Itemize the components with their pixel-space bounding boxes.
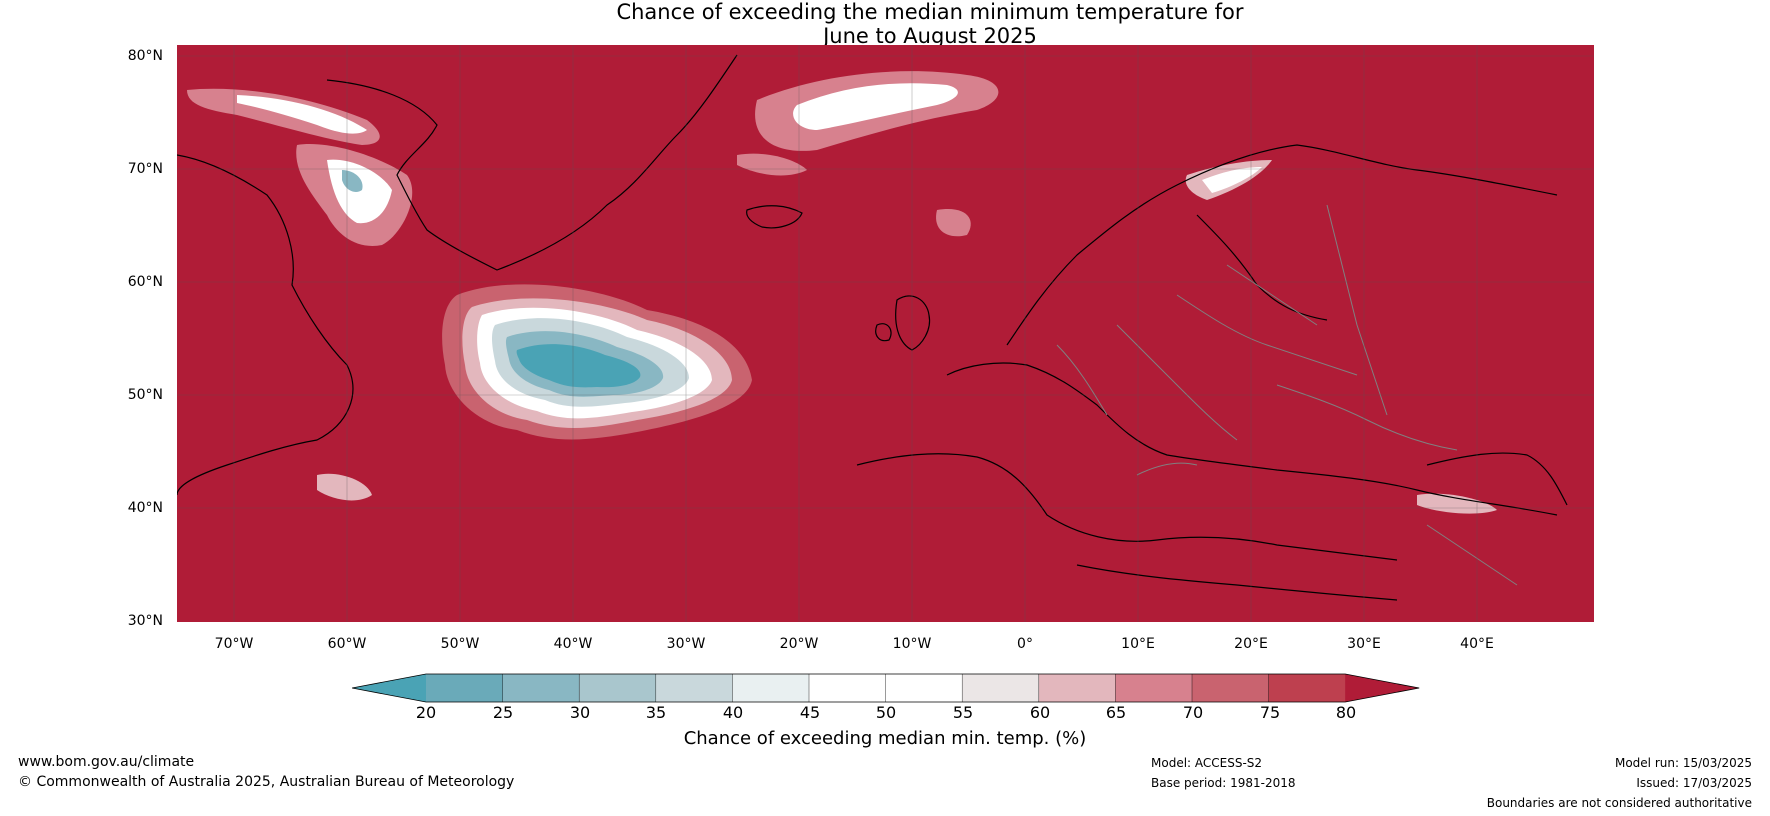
colorbar-segment bbox=[732, 674, 810, 702]
colorbar-tick-20: 20 bbox=[415, 703, 437, 722]
lat-label-40n: 40°N bbox=[127, 500, 163, 516]
colorbar-segment bbox=[962, 674, 1040, 702]
colorbar-tick-25: 25 bbox=[492, 703, 514, 722]
colorbar-segment bbox=[426, 674, 504, 702]
lat-label-60n: 60°N bbox=[127, 274, 163, 290]
lon-label-70w: 70°W bbox=[214, 636, 254, 652]
colorbar-segment bbox=[809, 674, 887, 702]
atlantic-anomaly bbox=[442, 284, 752, 440]
lat-label-30n: 30°N bbox=[127, 613, 163, 629]
colorbar-segment bbox=[1268, 674, 1346, 702]
colorbar-segment bbox=[1115, 674, 1193, 702]
lon-label-20w: 20°W bbox=[779, 636, 819, 652]
colorbar-tick-80: 80 bbox=[1335, 703, 1357, 722]
colorbar-extend-low bbox=[352, 674, 426, 702]
title-line-1: Chance of exceeding the median minimum t… bbox=[616, 0, 1244, 24]
lon-label-20e: 20°E bbox=[1234, 636, 1268, 652]
gridlines bbox=[177, 45, 1594, 622]
lat-label-70n: 70°N bbox=[127, 161, 163, 177]
colorbar-segment bbox=[579, 674, 657, 702]
colorbar-tick-35: 35 bbox=[645, 703, 667, 722]
footer-model: Model: ACCESS-S2 bbox=[1151, 756, 1263, 770]
lon-label-10w: 10°W bbox=[892, 636, 932, 652]
lon-label-0: 0° bbox=[1017, 636, 1033, 652]
map-title: Chance of exceeding the median minimum t… bbox=[0, 0, 1770, 48]
colorbar-tick-55: 55 bbox=[952, 703, 974, 722]
colorbar-tick-70: 70 bbox=[1182, 703, 1204, 722]
lon-label-60w: 60°W bbox=[327, 636, 367, 652]
colorbar-tick-65: 65 bbox=[1105, 703, 1127, 722]
footer-website: www.bom.gov.au/climate bbox=[18, 754, 195, 770]
colorbar-segment bbox=[502, 674, 580, 702]
colorbar-tick-45: 45 bbox=[799, 703, 821, 722]
colorbar-tick-50: 50 bbox=[875, 703, 897, 722]
borders bbox=[1056, 204, 1518, 586]
lon-label-30e: 30°E bbox=[1347, 636, 1381, 652]
footer-model-run: Model run: 15/03/2025 bbox=[1614, 756, 1752, 770]
colorbar-tick-60: 60 bbox=[1029, 703, 1051, 722]
colorbar-tick-75: 75 bbox=[1259, 703, 1281, 722]
colorbar-extend-high bbox=[1345, 674, 1420, 702]
title-line-2: June to August 2025 bbox=[823, 24, 1037, 48]
lon-label-40w: 40°W bbox=[553, 636, 593, 652]
lon-label-40e: 40°E bbox=[1460, 636, 1494, 652]
colorbar-tick-40: 40 bbox=[722, 703, 744, 722]
lon-label-30w: 30°W bbox=[666, 636, 706, 652]
colorbar-label: Chance of exceeding median min. temp. (%… bbox=[683, 728, 1087, 749]
arctic-anomalies bbox=[187, 71, 1497, 514]
lon-label-10e: 10°E bbox=[1121, 636, 1155, 652]
colorbar-segment bbox=[655, 674, 733, 702]
lat-label-80n: 80°N bbox=[127, 48, 163, 64]
colorbar-tick-30: 30 bbox=[569, 703, 591, 722]
colorbar-segment bbox=[1192, 674, 1270, 702]
forecast-map bbox=[177, 45, 1594, 622]
colorbar-segment bbox=[1038, 674, 1116, 702]
footer-issued: Issued: 17/03/2025 bbox=[1636, 776, 1752, 790]
map-background bbox=[177, 45, 1594, 622]
footer-copyright: © Commonwealth of Australia 2025, Austra… bbox=[18, 774, 515, 790]
map-svg bbox=[177, 45, 1594, 622]
footer-disclaimer: Boundaries are not considered authoritat… bbox=[1486, 796, 1752, 810]
colorbar-segment bbox=[885, 674, 963, 702]
colorbar bbox=[352, 673, 1420, 703]
lat-label-50n: 50°N bbox=[127, 387, 163, 403]
lon-label-50w: 50°W bbox=[440, 636, 480, 652]
footer-base-period: Base period: 1981-2018 bbox=[1151, 776, 1296, 790]
colorbar-outline bbox=[352, 673, 1420, 703]
